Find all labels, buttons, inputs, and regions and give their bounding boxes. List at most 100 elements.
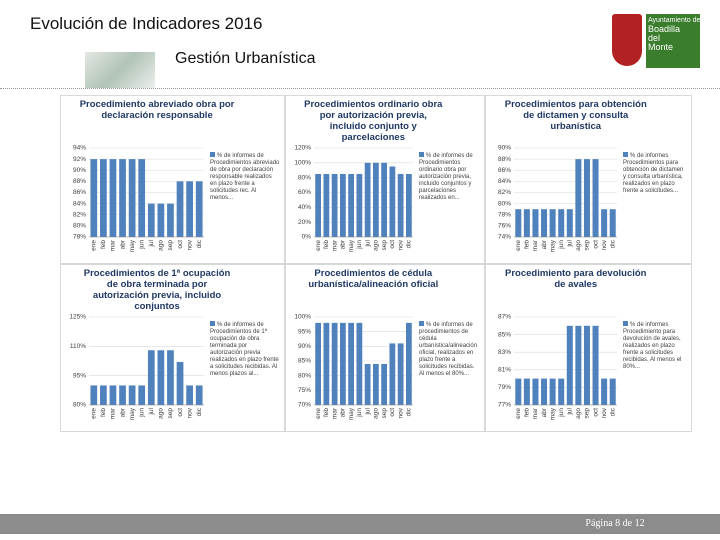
x-tick-label: mar: [331, 239, 338, 251]
legend-label: % de informes de Procedimientos ordinari…: [419, 153, 473, 201]
chart-title: Procedimientos para obtención de dictame…: [504, 99, 647, 132]
slide-subtitle: Gestión Urbanística: [175, 50, 316, 67]
bar: [575, 159, 582, 237]
legend: % de informes de Procedimientos de 1ª oc…: [210, 321, 280, 407]
bar: [558, 378, 565, 405]
x-tick-label: oct: [389, 408, 396, 417]
bar: [147, 203, 155, 237]
legend: % de informes Procedimientos para obtenc…: [623, 152, 687, 239]
x-tick-label: jun: [138, 240, 145, 250]
x-tick-label: may: [129, 407, 136, 420]
plot: 80% 95% 110% 125% ene feb mar abr may jun jul ago se…: [69, 314, 204, 420]
x-tick-label: ene: [91, 408, 98, 419]
x-tick-label: jun: [356, 240, 363, 250]
bar: [90, 385, 98, 405]
bar: [364, 363, 371, 405]
bar: [138, 385, 146, 405]
y-tick-label: 110%: [70, 343, 86, 350]
x-tick-label: feb: [524, 408, 531, 417]
x-tick-label: oct: [592, 240, 599, 249]
x-tick-label: sep: [381, 240, 388, 251]
bar: [176, 181, 184, 237]
bar: [583, 159, 590, 237]
bar: [549, 209, 556, 237]
x-tick-label: may: [549, 239, 556, 252]
bar: [558, 209, 565, 237]
x-tick-label: abr: [119, 407, 126, 417]
bar: [315, 173, 322, 237]
x-tick-label: nov: [397, 407, 404, 418]
x-tick-label: jun: [356, 408, 363, 418]
logo-line: del: [648, 33, 661, 43]
x-tick-label: oct: [177, 408, 184, 417]
x-tick-label: nov: [186, 239, 193, 250]
x-tick-label: jul: [364, 239, 371, 247]
x-tick-label: jun: [558, 240, 565, 250]
legend: % de informes de Procedimientos ordinari…: [419, 152, 480, 239]
bar: [323, 173, 330, 237]
y-tick-label: 74%: [498, 234, 511, 241]
bar: [167, 203, 174, 237]
bar: [147, 350, 155, 405]
x-tick-label: ene: [91, 240, 98, 251]
legend-swatch: [623, 321, 628, 326]
bar: [323, 322, 330, 405]
bar: [356, 173, 363, 237]
chart-title: Procedimientos de 1ª ocupación de obra t…: [83, 268, 231, 312]
logo-shield: [612, 14, 642, 66]
bar: [541, 209, 548, 237]
plot: 70% 75% 80% 85% 90% 95% 100% ene feb mar abr may jun…: [294, 314, 413, 420]
bar: [601, 378, 608, 405]
y-tick-label: 86%: [73, 189, 86, 196]
bar: [532, 209, 539, 237]
y-tick-label: 78%: [498, 211, 511, 218]
legend: % de informes Procedimiento para devoluc…: [623, 321, 687, 407]
bar: [364, 162, 371, 237]
legend-item: % de informes de Procedimientos abreviad…: [210, 152, 280, 202]
x-tick-label: may: [348, 407, 355, 420]
bar: [523, 378, 530, 405]
x-tick-label: jul: [364, 407, 371, 415]
legend-swatch: [419, 152, 424, 157]
bar: [575, 325, 582, 405]
y-tick-label: 81%: [498, 367, 511, 374]
x-tick-label: sep: [381, 408, 388, 419]
y-tick-label: 70%: [298, 402, 311, 409]
x-tick-label: jun: [138, 408, 145, 418]
bar: [549, 378, 556, 405]
bar: [331, 322, 338, 405]
x-tick-label: feb: [323, 240, 330, 249]
legend-label: % de informes de Procedimientos abreviad…: [210, 153, 280, 201]
logo-text: Ayuntamiento de Boadilla del Monte: [648, 16, 700, 52]
bar: [541, 378, 548, 405]
x-tick-label: may: [549, 407, 556, 420]
y-tick-label: 94%: [73, 145, 86, 152]
legend-swatch: [210, 152, 215, 157]
plot: 78% 80% 82% 84% 86% 88% 90% 92% 94% ene feb mar abr m…: [73, 145, 204, 252]
bar: [109, 159, 117, 237]
x-tick-label: oct: [389, 240, 396, 249]
plot: 0% 20% 40% 60% 80% 100% 120% ene feb mar abr may jun…: [294, 145, 413, 252]
y-tick-label: 82%: [498, 189, 511, 196]
logo-line: Ayuntamiento de: [648, 17, 701, 24]
legend-swatch: [210, 321, 215, 326]
bar: [167, 350, 174, 405]
x-tick-label: dic: [196, 239, 203, 248]
y-tick-label: 90%: [298, 343, 311, 350]
x-tick-label: sep: [584, 408, 591, 419]
x-tick-label: jul: [567, 407, 574, 415]
y-tick-label: 40%: [298, 204, 311, 211]
y-tick-label: 79%: [498, 384, 511, 391]
x-tick-label: nov: [601, 407, 608, 418]
legend: % de informes de procedimientos de cédul…: [419, 321, 480, 407]
x-tick-label: mar: [110, 407, 117, 419]
bar: [389, 343, 396, 405]
legend-item: % de informes de procedimientos de cédul…: [419, 321, 480, 378]
bar: [339, 322, 346, 405]
y-tick-label: 95%: [73, 372, 86, 379]
x-tick-label: mar: [532, 239, 539, 251]
bar: [405, 322, 412, 405]
chart-title: Procedimiento abreviado obra por declara…: [79, 99, 235, 121]
x-tick-label: jun: [558, 408, 565, 418]
